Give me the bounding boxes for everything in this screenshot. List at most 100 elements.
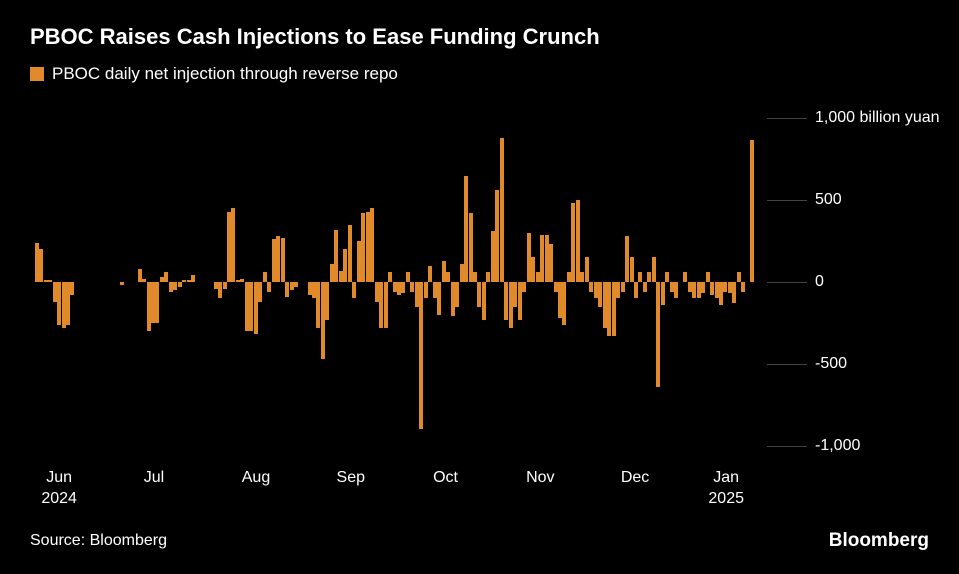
bar <box>415 282 419 307</box>
bar <box>160 277 164 282</box>
bar <box>634 282 638 298</box>
bar <box>562 282 566 325</box>
bar <box>245 282 249 331</box>
bar <box>290 282 294 290</box>
bar <box>321 282 325 359</box>
bar <box>281 238 285 282</box>
bar <box>379 282 383 328</box>
x-axis: Jun2024JulAugSepOctNovDecJan2025 <box>30 468 759 518</box>
legend: PBOC daily net injection through reverse… <box>30 64 929 84</box>
bar <box>138 269 142 282</box>
bar <box>576 200 580 282</box>
bar <box>442 261 446 282</box>
bar <box>312 282 316 298</box>
bar <box>39 249 43 282</box>
bar <box>469 213 473 282</box>
bar <box>142 279 146 282</box>
bar <box>728 282 732 293</box>
bar <box>656 282 660 387</box>
bar <box>638 272 642 282</box>
bar <box>155 282 159 323</box>
bar <box>276 236 280 282</box>
bar <box>486 272 490 282</box>
bar <box>397 282 401 295</box>
bar <box>62 282 66 328</box>
bar <box>652 257 656 282</box>
bar <box>630 257 634 282</box>
y-tick-label: 0 <box>815 273 824 291</box>
x-tick-label: Aug <box>242 468 270 489</box>
bar <box>169 282 173 292</box>
bar <box>352 282 356 298</box>
bar <box>227 212 231 282</box>
legend-swatch <box>30 67 44 81</box>
bar <box>509 282 513 328</box>
bar <box>57 282 61 325</box>
bar <box>531 257 535 282</box>
bar <box>621 282 625 292</box>
bar <box>522 282 526 292</box>
bar <box>35 243 39 282</box>
bar <box>370 208 374 282</box>
bar <box>451 282 455 316</box>
bar <box>571 203 575 282</box>
bar <box>688 282 692 292</box>
footer: Source: Bloomberg Bloomberg <box>30 530 929 552</box>
bar <box>316 282 320 328</box>
bar <box>325 282 329 320</box>
bar <box>527 233 531 282</box>
bar <box>495 190 499 282</box>
bar <box>187 280 191 282</box>
legend-label: PBOC daily net injection through reverse… <box>52 64 398 84</box>
bar <box>741 282 745 292</box>
bar <box>294 282 298 287</box>
bar <box>719 282 723 305</box>
bar <box>616 282 620 298</box>
bar <box>455 282 459 307</box>
bar <box>665 272 669 282</box>
chart-area: 1,000 billion yuan5000-500-1,000 <box>30 102 929 462</box>
bar <box>53 282 57 302</box>
bar <box>589 282 593 292</box>
bar <box>173 282 177 290</box>
bar <box>612 282 616 336</box>
bar <box>44 280 48 282</box>
bar <box>66 282 70 325</box>
bar <box>670 282 674 292</box>
bar <box>267 282 271 292</box>
y-tick-label: -500 <box>815 355 847 373</box>
y-tick-label: 500 <box>815 191 842 209</box>
x-tick-label: Sep <box>337 468 365 489</box>
bar <box>737 272 741 282</box>
x-tick-label: Oct <box>433 468 458 489</box>
bar <box>437 282 441 315</box>
x-tick-label: Dec <box>621 468 649 489</box>
bar <box>585 257 589 282</box>
bar <box>164 272 168 282</box>
bar <box>446 272 450 282</box>
bar <box>348 225 352 282</box>
bar <box>625 236 629 282</box>
bar <box>536 272 540 282</box>
bar <box>231 208 235 282</box>
bar <box>218 282 222 298</box>
bar <box>70 282 74 295</box>
bar <box>558 282 562 318</box>
bar <box>715 282 719 298</box>
bar <box>674 282 678 298</box>
bar <box>339 271 343 282</box>
bar <box>258 282 262 302</box>
bar <box>263 272 267 282</box>
bar <box>594 282 598 298</box>
bar <box>692 282 696 298</box>
y-tick-label: -1,000 <box>815 437 860 455</box>
bar <box>661 282 665 305</box>
x-tick-label: Jul <box>144 468 164 489</box>
y-tick-label: 1,000 billion yuan <box>815 109 940 127</box>
bar <box>504 282 508 320</box>
bar <box>697 282 701 298</box>
bar <box>384 282 388 328</box>
bar <box>214 282 218 289</box>
bar <box>643 282 647 292</box>
x-tick-label: Nov <box>526 468 554 489</box>
